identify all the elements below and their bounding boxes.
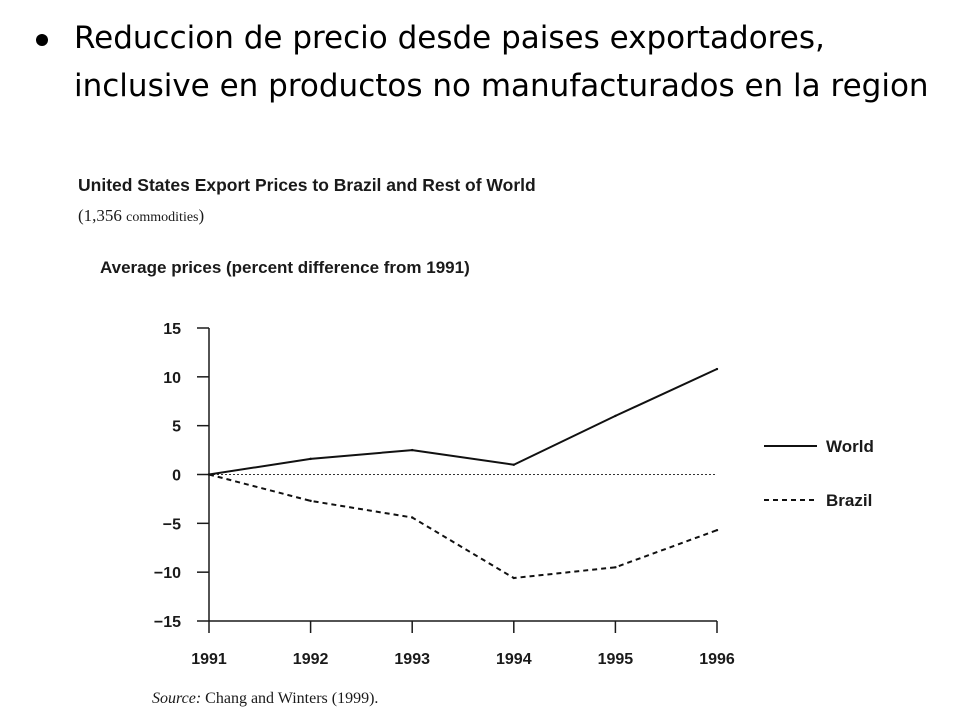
x-tick-label: 1991 [191, 651, 227, 668]
y-tick-label: 15 [163, 321, 181, 338]
data-point-world [309, 457, 312, 461]
y-tick-label: −15 [154, 614, 181, 631]
y-tick-label: 5 [172, 419, 181, 436]
x-tick-label: 1993 [394, 651, 430, 668]
data-point-world [512, 463, 515, 466]
data-point-brazil [207, 473, 211, 476]
data-point-world [614, 414, 617, 418]
source-note: Source: Chang and Winters (1999). [152, 690, 378, 708]
y-tick-label: −5 [163, 516, 181, 533]
chart-title: United States Export Prices to Brazil an… [78, 175, 536, 195]
data-point-brazil [512, 576, 515, 580]
bullet-text: Reduccion de precio desde paises exporta… [74, 20, 929, 104]
series-line-brazil [208, 473, 718, 580]
bullet-dot-icon [36, 34, 48, 46]
data-point-brazil [309, 499, 312, 503]
data-point-brazil [614, 566, 617, 569]
chart-subtitle-open: (1,356 [78, 206, 127, 225]
legend-label-brazil: Brazil [826, 491, 872, 510]
data-point-brazil [715, 528, 719, 532]
chart-subtitle: (1,356 commodities) [78, 206, 204, 226]
series-line-world [208, 368, 718, 476]
data-point-world [411, 448, 414, 452]
x-tick-label: 1992 [293, 651, 329, 668]
y-axis-title: Average prices (percent difference from … [100, 258, 470, 277]
legend-label-world: World [826, 437, 874, 456]
y-tick-label: 0 [172, 468, 181, 485]
y-tick-label: −10 [154, 565, 181, 582]
x-tick-label: 1996 [699, 651, 735, 668]
x-tick-label: 1994 [496, 651, 532, 668]
data-point-brazil [411, 516, 414, 519]
data-point-world [715, 367, 719, 371]
x-tick-label: 1995 [598, 651, 634, 668]
source-label: Source: [152, 690, 202, 707]
chart-subtitle-unit: commodities [126, 210, 199, 225]
source-text: Chang and Winters (1999). [201, 690, 379, 707]
chart-subtitle-close: ) [198, 206, 205, 225]
bullet-list: Reduccion de precio desde paises exporta… [32, 14, 932, 110]
y-tick-label: 10 [163, 370, 181, 387]
